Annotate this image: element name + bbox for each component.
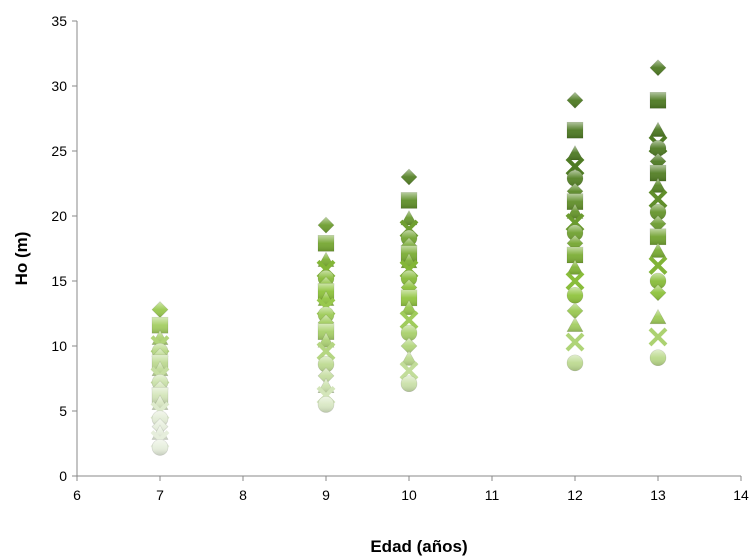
data-point — [400, 324, 418, 342]
data-point — [566, 259, 584, 275]
y-tick-label: 35 — [51, 13, 67, 29]
data-point — [151, 301, 169, 319]
y-tick-label: 15 — [51, 273, 67, 289]
x-axis-title: Edad (años) — [370, 537, 467, 556]
data-point — [566, 286, 584, 304]
y-tick-label: 30 — [51, 78, 67, 94]
y-tick-label: 20 — [51, 208, 67, 224]
data-point — [649, 92, 667, 109]
data-point — [317, 216, 335, 234]
data-point — [566, 144, 584, 161]
data-point — [649, 203, 667, 221]
data-point — [317, 323, 335, 341]
y-ticks: 0 5 10 15 20 25 30 35 — [51, 13, 77, 484]
data-point — [400, 299, 418, 316]
data-point — [566, 170, 584, 187]
data-point — [565, 271, 585, 291]
x-tick-label: 8 — [239, 487, 247, 503]
data-point — [316, 341, 336, 361]
data-point — [648, 327, 668, 347]
data-point — [317, 332, 335, 348]
data-point — [151, 316, 169, 334]
data-point — [648, 189, 668, 209]
y-tick-label: 5 — [59, 403, 67, 419]
data-point — [400, 350, 418, 366]
x-tick-label: 13 — [650, 487, 666, 503]
data-point — [649, 59, 667, 77]
data-point — [566, 316, 584, 332]
data-point — [649, 272, 667, 290]
data-point — [649, 308, 667, 325]
data-point — [649, 242, 667, 258]
y-tick-label: 25 — [51, 143, 67, 159]
x-tick-label: 9 — [322, 487, 330, 503]
data-point — [566, 354, 584, 372]
data-point — [565, 157, 585, 177]
x-tick-label: 6 — [73, 487, 81, 503]
x-tick-label: 14 — [733, 487, 749, 503]
data-point — [399, 310, 419, 330]
data-point — [400, 270, 418, 287]
data-point — [317, 355, 335, 373]
data-point — [566, 193, 584, 210]
x-tick-label: 12 — [567, 487, 583, 503]
x-tick-label: 7 — [156, 487, 164, 503]
data-point — [566, 121, 584, 139]
x-ticks: 6 7 8 9 10 11 12 13 14 — [73, 476, 749, 503]
x-tick-label: 10 — [401, 487, 417, 503]
data-point — [649, 121, 667, 137]
data-point — [649, 284, 667, 302]
data-point — [399, 361, 419, 381]
data-point — [317, 396, 335, 413]
data-point — [400, 375, 418, 393]
data-point — [317, 367, 335, 385]
data-point — [649, 164, 667, 182]
axes: 0 5 10 15 20 25 30 35 6 7 8 9 10 11 12 13 14 — [51, 13, 749, 503]
data-point — [400, 168, 418, 186]
data-point — [566, 203, 584, 219]
data-point — [400, 192, 418, 209]
data-point — [649, 177, 667, 193]
data-point — [649, 140, 667, 157]
x-tick-label: 11 — [485, 487, 500, 503]
data-point — [317, 235, 335, 252]
data-point — [649, 215, 667, 233]
data-point — [566, 224, 584, 242]
data-points — [150, 59, 668, 456]
y-axis-title: Ho (m) — [12, 232, 31, 286]
y-tick-label: 0 — [59, 468, 67, 484]
data-point — [151, 439, 169, 456]
data-point — [648, 255, 668, 275]
data-point — [566, 91, 584, 109]
data-point — [400, 209, 418, 226]
data-point — [565, 332, 585, 352]
data-point — [566, 302, 584, 320]
data-point — [649, 228, 667, 246]
y-tick-label: 10 — [51, 338, 67, 354]
data-point — [649, 349, 667, 367]
